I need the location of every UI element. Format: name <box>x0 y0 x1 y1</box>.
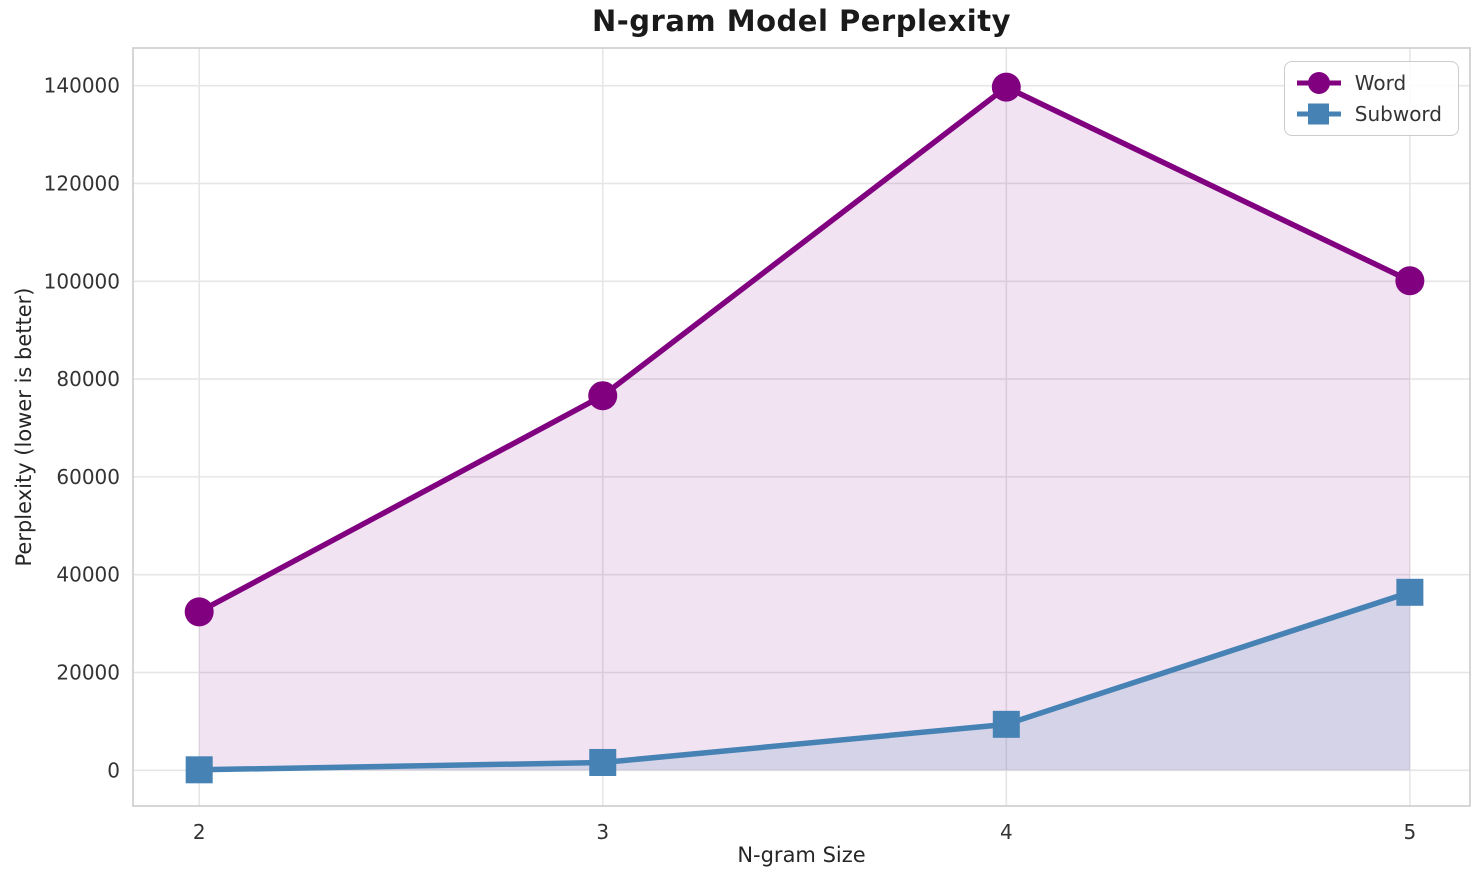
word-marker-point <box>1395 266 1425 296</box>
x-tick-label: 3 <box>596 820 609 844</box>
legend-item-word: Word <box>1295 70 1442 96</box>
y-tick-label: 40000 <box>56 563 120 587</box>
y-axis-label: Perplexity (lower is better) <box>12 287 36 567</box>
word-line <box>196 84 1413 615</box>
word-line-circle-marker-icon <box>1296 72 1341 94</box>
legend: Word Subword <box>1283 61 1459 136</box>
x-tick-label: 5 <box>1404 820 1417 844</box>
y-tick-label: 20000 <box>56 660 120 684</box>
word-area-fill <box>199 87 1410 771</box>
subword-marker-point <box>589 748 617 776</box>
chart-title: N-gram Model Perplexity <box>591 4 1011 38</box>
plot-border <box>132 47 1471 807</box>
subword-line <box>196 589 1413 773</box>
subword-area-fill <box>199 592 1410 771</box>
word-marker-point <box>991 72 1021 102</box>
y-tick-label: 140000 <box>44 74 120 98</box>
x-tick-label: 4 <box>1000 820 1013 844</box>
y-tick-label: 100000 <box>44 269 120 293</box>
subword-marker-point <box>992 710 1020 738</box>
subword-marker-point <box>1396 578 1424 606</box>
legend-label-subword: Subword <box>1354 102 1442 126</box>
x-axis-label: N-gram Size <box>737 843 866 867</box>
word-marker-point <box>184 597 214 627</box>
subword-marker-point <box>185 756 213 784</box>
y-tick-label: 120000 <box>44 171 120 195</box>
subword-line-square-marker-icon <box>1296 103 1341 125</box>
word-marker-point <box>588 381 618 411</box>
legend-label-word: Word <box>1354 71 1407 95</box>
x-tick-label: 2 <box>193 820 206 844</box>
y-tick-label: 0 <box>107 758 120 782</box>
legend-item-subword: Subword <box>1295 101 1442 127</box>
plot-area <box>133 48 1470 806</box>
y-tick-label: 80000 <box>56 367 120 391</box>
y-tick-label: 60000 <box>56 465 120 489</box>
